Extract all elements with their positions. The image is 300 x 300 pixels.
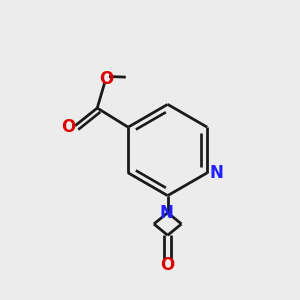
Text: O: O [160, 256, 175, 274]
Text: N: N [209, 164, 223, 182]
Text: N: N [160, 204, 174, 222]
Text: O: O [99, 70, 113, 88]
Text: O: O [61, 118, 75, 136]
